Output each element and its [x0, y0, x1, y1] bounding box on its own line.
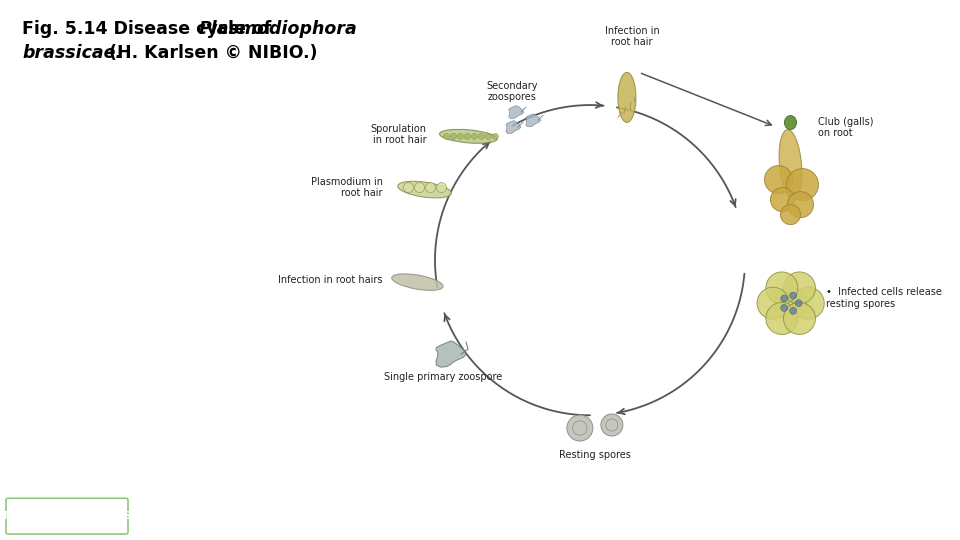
Circle shape [425, 183, 436, 193]
Circle shape [601, 414, 623, 436]
Circle shape [471, 133, 477, 139]
Circle shape [403, 183, 414, 193]
Circle shape [792, 287, 825, 319]
Circle shape [790, 292, 797, 299]
Circle shape [790, 307, 797, 314]
Ellipse shape [618, 72, 636, 123]
Ellipse shape [440, 130, 497, 143]
Circle shape [465, 133, 470, 139]
Text: brassicae.: brassicae. [22, 44, 122, 62]
Polygon shape [436, 341, 466, 367]
Text: •  Infected cells release
resting spores: • Infected cells release resting spores [826, 287, 942, 309]
Circle shape [766, 302, 798, 334]
Ellipse shape [392, 274, 443, 291]
Polygon shape [506, 120, 521, 133]
Circle shape [775, 287, 806, 319]
Circle shape [437, 183, 446, 193]
Text: CABI: CABI [920, 510, 952, 523]
Text: (H. Karlsen © NIBIO.): (H. Karlsen © NIBIO.) [97, 44, 318, 62]
Polygon shape [509, 106, 524, 118]
Text: Resting spores: Resting spores [559, 450, 631, 460]
Circle shape [787, 192, 813, 218]
Text: © Anne Marte Trønsmo, David B. Collinge, Annika Djurle, Lisa Mürk, Jonathan Yuen: © Anne Marte Trønsmo, David B. Collinge,… [140, 519, 565, 529]
Ellipse shape [397, 181, 451, 198]
Polygon shape [526, 114, 540, 127]
Text: Plant Pathology and Plant Diseases: Plant Pathology and Plant Diseases [140, 502, 312, 512]
Circle shape [444, 133, 449, 139]
Circle shape [780, 295, 788, 302]
Text: Fig. 5.14 Disease cycle of: Fig. 5.14 Disease cycle of [22, 20, 277, 38]
Text: Secondary
zoospores: Secondary zoospores [486, 81, 538, 103]
Text: Single primary zoospore: Single primary zoospore [384, 372, 502, 382]
Text: Sporulation
in root hair: Sporulation in root hair [371, 124, 426, 145]
Text: Plasmodium in
root hair: Plasmodium in root hair [310, 177, 382, 198]
Text: Club (galls)
on root: Club (galls) on root [819, 117, 874, 138]
Circle shape [486, 133, 492, 139]
Circle shape [795, 300, 803, 307]
Circle shape [492, 133, 498, 139]
Circle shape [786, 168, 819, 201]
Text: Infection in
root hair: Infection in root hair [605, 26, 660, 48]
Circle shape [764, 166, 792, 194]
Circle shape [780, 205, 801, 225]
Ellipse shape [784, 116, 797, 130]
Circle shape [415, 183, 424, 193]
Circle shape [450, 133, 456, 139]
Circle shape [766, 272, 798, 304]
Ellipse shape [780, 130, 802, 199]
Circle shape [457, 133, 464, 139]
Circle shape [783, 302, 815, 334]
Circle shape [478, 133, 485, 139]
Circle shape [780, 305, 788, 312]
Text: Plasmodiophora: Plasmodiophora [199, 20, 357, 38]
Circle shape [771, 187, 795, 212]
Circle shape [567, 415, 593, 441]
Circle shape [783, 272, 815, 304]
Text: Infection in root hairs: Infection in root hairs [277, 275, 382, 285]
Text: TEACHING MATERIALS: TEACHING MATERIALS [2, 511, 132, 521]
Circle shape [757, 287, 789, 319]
